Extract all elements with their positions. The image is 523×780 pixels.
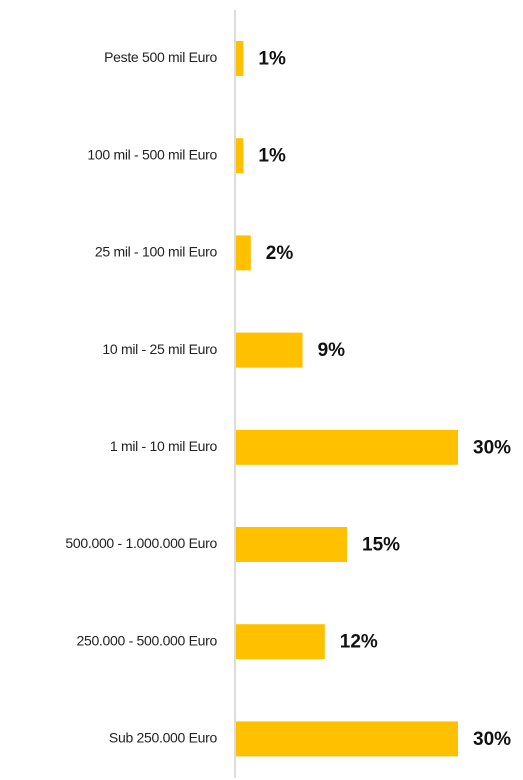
bar [236, 41, 244, 76]
bar [236, 138, 244, 174]
category-label: 1 mil - 10 mil Euro [110, 438, 218, 454]
bar [236, 624, 325, 660]
data-label: 15% [362, 535, 400, 556]
data-label: 30% [473, 729, 511, 750]
category-label: 10 mil - 25 mil Euro [102, 341, 217, 357]
category-label: Peste 500 mil Euro [104, 49, 217, 65]
data-label: 1% [258, 49, 286, 70]
bar [236, 429, 458, 465]
category-label: Sub 250.000 Euro [109, 730, 218, 746]
data-label: 12% [340, 632, 378, 653]
category-label: 100 mil - 500 mil Euro [87, 146, 217, 162]
category-label: 25 mil - 100 mil Euro [95, 244, 218, 260]
data-label: 1% [258, 146, 286, 167]
bar [236, 527, 347, 562]
bar [236, 235, 251, 271]
category-label: 250.000 - 500.000 Euro [76, 632, 217, 648]
bar [236, 332, 303, 368]
data-label: 9% [318, 340, 346, 361]
data-label: 2% [266, 243, 294, 264]
category-label: 500.000 - 1.000.000 Euro [65, 535, 217, 551]
bar [236, 721, 458, 757]
data-label: 30% [473, 437, 511, 458]
